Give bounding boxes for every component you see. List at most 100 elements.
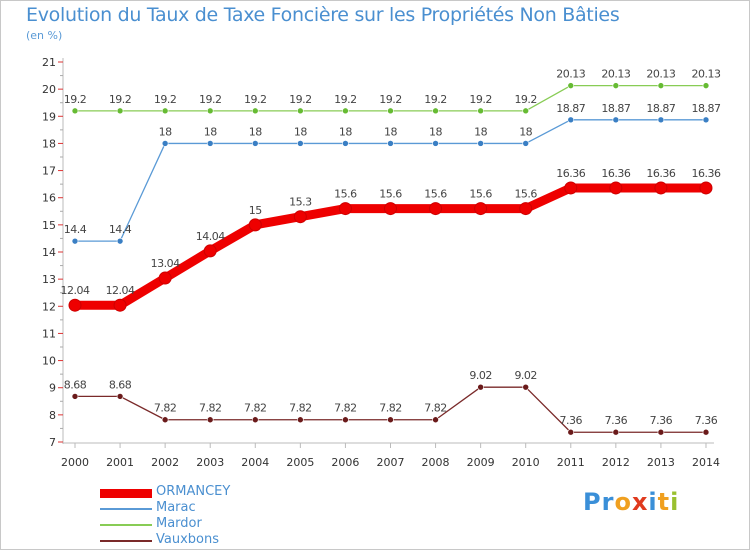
data-point [567,82,575,89]
data-point [206,107,214,115]
data-label: 18.87 [601,102,630,115]
data-label: 15.3 [289,196,312,209]
data-label: 7.36 [695,414,718,427]
data-label: 7.82 [424,402,447,415]
data-label: 19.2 [379,93,402,106]
chart-title: Evolution du Taux de Taxe Foncière sur l… [26,4,620,26]
data-label: 18 [204,125,217,138]
x-tick-label: 2006 [331,456,359,469]
x-tick-label: 2002 [151,456,179,469]
data-label: 20.13 [556,68,585,81]
x-tick-label: 2003 [196,456,224,469]
x-tick-label: 2000 [61,456,89,469]
legend-swatch [100,508,152,510]
data-label: 18 [384,125,397,138]
data-point [293,210,307,224]
data-label: 18 [249,125,262,138]
data-point [522,140,530,147]
data-point [297,416,304,424]
y-tick-label: 17 [42,165,56,178]
data-label: 15 [249,204,262,217]
data-label: 7.82 [334,402,357,415]
data-point [702,82,710,89]
y-tick-label: 13 [42,273,56,286]
data-label: 19.2 [64,93,87,106]
data-label: 16.36 [646,167,675,180]
data-label: 9.02 [469,369,492,382]
y-tick-label: 10 [42,355,56,368]
x-tick-label: 2001 [106,456,134,469]
x-tick-label: 2012 [602,456,630,469]
x-tick-label: 2010 [512,456,540,469]
data-point [342,416,349,424]
data-label: 13.04 [151,257,180,270]
data-point [387,107,394,115]
data-label: 7.82 [289,402,312,415]
data-point [251,140,259,147]
legend-label: ORMANCEY [156,484,231,499]
data-label: 14.4 [64,223,87,236]
x-tick-label: 2009 [467,456,495,469]
data-point [342,107,349,115]
data-point [429,202,443,216]
data-label: 18.87 [646,102,675,115]
y-tick-label: 19 [42,110,56,123]
data-label: 15.6 [514,188,537,201]
data-label: 18 [159,125,172,138]
logo-letter: P [583,488,602,516]
data-point [158,271,172,285]
logo-letter: o [614,488,632,516]
data-point [206,140,214,147]
data-point [71,107,79,115]
data-point [68,298,82,312]
data-point [338,202,352,216]
x-tick-label: 2011 [557,456,585,469]
y-tick-label: 15 [42,219,56,232]
data-point [654,181,668,195]
data-point [203,244,217,258]
data-label: 19.2 [514,93,537,106]
legend-swatch [100,540,152,542]
data-label: 20.13 [601,68,630,81]
data-label: 18 [519,125,532,138]
data-point [113,298,127,312]
data-label: 12.04 [106,284,135,297]
x-tick-label: 2014 [692,456,720,469]
data-label: 19.2 [244,93,267,106]
data-point [699,181,713,195]
y-tick-label: 8 [49,409,56,422]
data-point [477,140,484,147]
data-label: 15.6 [469,188,492,201]
data-point [116,107,124,115]
data-label: 12.04 [61,284,90,297]
logo-letter: r [601,488,615,516]
legend-label: Mardor [156,516,202,531]
y-tick-label: 14 [42,246,56,259]
data-label: 8.68 [64,378,87,391]
data-label: 9.02 [514,369,537,382]
data-point [297,107,304,115]
data-point [609,181,623,195]
logo-letter: x [631,488,649,516]
legend-swatch [100,524,152,526]
data-point [612,82,620,89]
data-label: 7.36 [560,414,583,427]
data-point [206,416,214,424]
x-tick-label: 2007 [376,456,404,469]
logo-letter: i [648,488,658,516]
y-tick-label: 20 [42,83,56,96]
data-point [387,140,394,147]
data-label: 7.36 [605,414,628,427]
data-label: 19.2 [199,93,222,106]
data-point [567,116,575,124]
data-point [161,107,169,115]
y-tick-label: 16 [42,192,56,205]
data-point [657,428,665,436]
data-point [432,416,439,424]
data-label: 18 [474,125,487,138]
data-point [519,202,533,216]
y-tick-label: 21 [42,56,56,69]
x-tick-label: 2005 [286,456,314,469]
x-tick-label: 2004 [241,456,269,469]
